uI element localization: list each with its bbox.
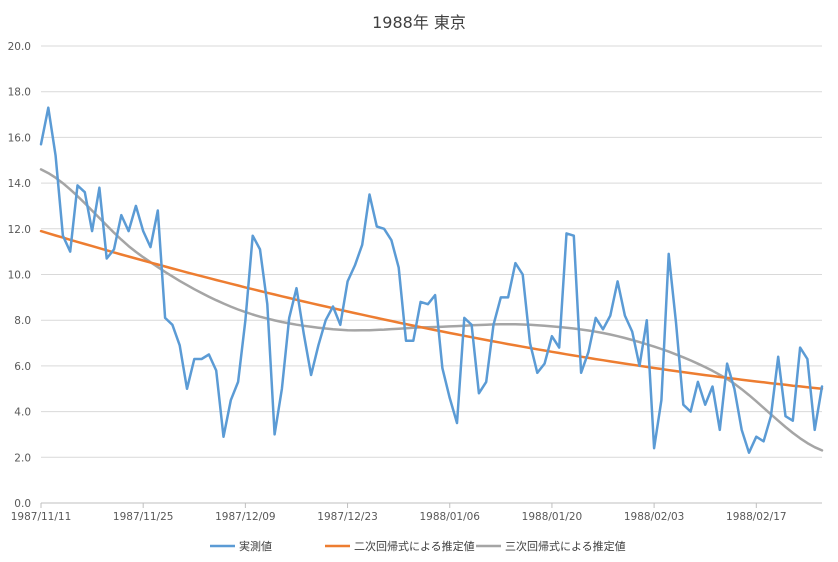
y-tick-label: 14.0 (8, 178, 31, 190)
y-tick-label: 6.0 (14, 361, 31, 373)
x-tick-label: 1987/12/23 (317, 511, 378, 523)
x-tick-label: 1987/12/09 (215, 511, 276, 523)
legend-label: 実測値 (239, 539, 272, 553)
series-cubic-line (39, 168, 824, 452)
x-tick-label: 1987/11/25 (113, 511, 174, 523)
legend: 実測値 二次回帰式による推定値 三次回帰式による推定値 (210, 539, 626, 553)
y-tick-label: 16.0 (8, 132, 31, 144)
chart-title: 1988年 東京 (372, 13, 466, 32)
x-axis-ticks: 1987/11/11 1987/11/25 1987/12/09 1987/12/23… (11, 503, 787, 523)
y-tick-label: 18.0 (8, 87, 31, 99)
legend-label: 二次回帰式による推定値 (354, 539, 475, 553)
y-tick-label: 20.0 (8, 41, 31, 53)
x-tick-label: 1988/02/17 (726, 511, 787, 523)
series-actual-line (39, 106, 824, 454)
series-lines (39, 106, 824, 454)
x-tick-label: 1988/02/03 (624, 511, 685, 523)
y-tick-label: 2.0 (14, 452, 31, 464)
y-axis-ticks: 0.0 2.0 4.0 6.0 8.0 10.0 12.0 14.0 16.0 18.0 20.0 (8, 41, 31, 510)
y-tick-label: 8.0 (14, 315, 31, 327)
x-tick-label: 1988/01/20 (522, 511, 583, 523)
legend-label: 三次回帰式による推定値 (505, 539, 626, 553)
x-tick-label: 1987/11/11 (11, 511, 72, 523)
x-tick-label: 1988/01/06 (419, 511, 480, 523)
grid-lines (41, 45, 822, 504)
series-quadratic-line (39, 229, 824, 391)
y-tick-label: 4.0 (14, 407, 31, 419)
y-tick-label: 10.0 (8, 270, 31, 282)
y-tick-label: 12.0 (8, 224, 31, 236)
y-tick-label: 0.0 (14, 498, 31, 510)
